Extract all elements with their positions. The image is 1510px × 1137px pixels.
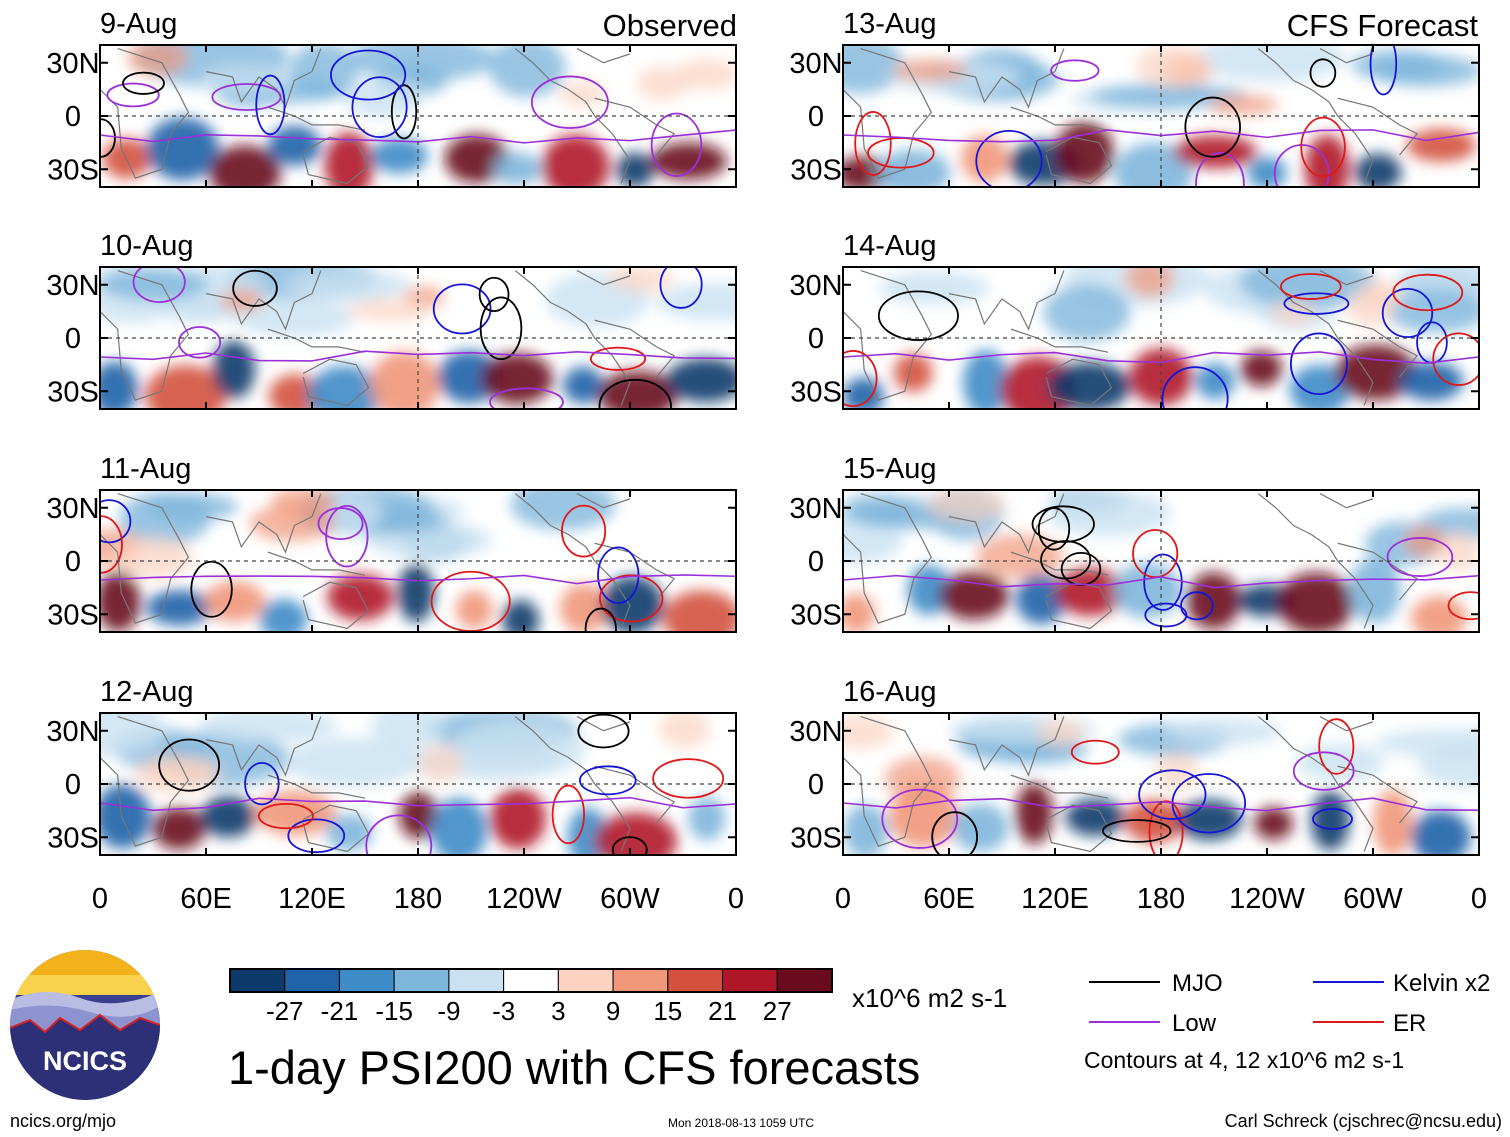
lat-tick-label: 0	[808, 769, 824, 801]
panel-date: 15-Aug	[843, 453, 937, 485]
lat-tick-label: 0	[65, 546, 81, 578]
lat-tick-label: 0	[808, 546, 824, 578]
panel-date: 16-Aug	[843, 676, 937, 708]
lat-tick-label: 30S	[790, 154, 842, 186]
lat-tick-label: 30S	[47, 376, 99, 408]
colorbar-label: -15	[375, 996, 413, 1026]
colorbar-swatch	[393, 968, 450, 993]
panel-date: 11-Aug	[100, 453, 191, 485]
lat-tick-label: 30N	[789, 270, 842, 302]
lon-tick-label: 0	[835, 883, 851, 915]
lon-tick-label: 120W	[486, 883, 562, 915]
lon-tick-label: 180	[394, 883, 442, 915]
panel-date: 12-Aug	[100, 676, 194, 708]
lat-tick-label: 30N	[46, 716, 99, 748]
lat-tick-label: 0	[65, 101, 81, 133]
lon-tick-label: 60W	[600, 883, 660, 915]
site-link[interactable]: ncics.org/mjo	[10, 1111, 117, 1131]
colorbar-swatch	[722, 968, 778, 993]
colorbar-label: 21	[708, 996, 737, 1026]
lat-tick-label: 30S	[47, 822, 99, 854]
lat-tick-label: 30S	[790, 822, 842, 854]
contour-note: Contours at 4, 12 x10^6 m2 s-1	[1084, 1047, 1405, 1073]
colorbar-label: 15	[653, 996, 682, 1026]
legend-label-mjo: MJO	[1172, 970, 1223, 997]
colorbar-swatch	[229, 968, 286, 993]
legend-label-kelvin: Kelvin x2	[1393, 970, 1490, 997]
lon-tick-label: 120E	[1021, 883, 1089, 915]
lat-tick-label: 30N	[46, 493, 99, 525]
colorbar-label: -27	[266, 996, 304, 1026]
panel-date: 14-Aug	[843, 230, 937, 262]
ncics-logo: NCICS	[10, 950, 160, 1100]
colorbar-swatch	[776, 968, 833, 993]
lat-tick-label: 30N	[46, 270, 99, 302]
lat-tick-label: 30N	[789, 716, 842, 748]
lat-tick-label: 30S	[47, 599, 99, 631]
lon-tick-label: 0	[92, 883, 108, 915]
lat-tick-label: 30S	[790, 599, 842, 631]
timestamp: Mon 2018-08-13 1059 UTC	[668, 1116, 815, 1130]
lon-tick-label: 0	[1471, 883, 1487, 915]
colorbar-swatch	[612, 968, 669, 993]
lat-tick-label: 30S	[790, 376, 842, 408]
colorbar-swatch	[557, 968, 614, 993]
lat-tick-label: 30S	[47, 154, 99, 186]
panel-date: 13-Aug	[843, 8, 937, 40]
lat-tick-label: 0	[65, 769, 81, 801]
lon-tick-label: 60W	[1343, 883, 1403, 915]
lon-tick-label: 60E	[180, 883, 232, 915]
colorbar-swatch	[284, 968, 340, 993]
legend-label-er: ER	[1393, 1010, 1426, 1037]
lon-tick-label: 180	[1137, 883, 1185, 915]
logo-text: NCICS	[43, 1046, 127, 1076]
observed-header: Observed	[603, 8, 737, 43]
lat-tick-label: 30N	[46, 48, 99, 80]
lat-tick-label: 30N	[789, 48, 842, 80]
colorbar-label: -3	[492, 996, 515, 1026]
lon-tick-label: 120E	[278, 883, 346, 915]
colorbar-swatch	[503, 968, 559, 993]
colorbar-swatch	[448, 968, 505, 993]
lon-tick-label: 60E	[923, 883, 975, 915]
lat-tick-label: 0	[808, 101, 824, 133]
legend-label-low: Low	[1172, 1010, 1217, 1037]
colorbar-label: 3	[551, 996, 565, 1026]
colorbar-units: x10^6 m2 s-1	[852, 983, 1008, 1013]
colorbar-swatch	[667, 968, 724, 993]
lat-tick-label: 0	[808, 323, 824, 355]
panel-date: 9-Aug	[100, 8, 177, 40]
lon-tick-label: 120W	[1229, 883, 1305, 915]
lon-axis-forecast: 0 60E 120E 180 120W 60W 0	[835, 883, 1487, 915]
forecast-header: CFS Forecast	[1287, 8, 1479, 43]
lat-tick-label: 0	[65, 323, 81, 355]
colorbar-label: -9	[437, 996, 460, 1026]
credit: Carl Schreck (cjschrec@ncsu.edu)	[1224, 1111, 1502, 1131]
figure-title: 1-day PSI200 with CFS forecasts	[228, 1041, 921, 1094]
lat-tick-label: 30N	[789, 493, 842, 525]
colorbar-label: -21	[321, 996, 359, 1026]
colorbar-label: 9	[606, 996, 620, 1026]
lon-tick-label: 0	[728, 883, 744, 915]
colorbar: -27 -21 -15 -9 -3 3 9 15 21 27	[229, 968, 833, 1026]
colorbar-swatch	[338, 968, 395, 993]
lon-axis-observed: 0 60E 120E 180 120W 60W 0	[92, 883, 744, 915]
colorbar-label: 27	[763, 996, 792, 1026]
panel-date: 10-Aug	[100, 230, 194, 262]
